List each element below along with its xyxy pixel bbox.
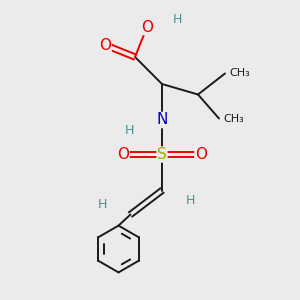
- Text: CH₃: CH₃: [230, 68, 250, 79]
- Text: O: O: [117, 147, 129, 162]
- Text: N: N: [156, 112, 168, 128]
- Text: O: O: [99, 38, 111, 52]
- Text: H: H: [97, 197, 107, 211]
- Text: H: H: [186, 194, 195, 208]
- Text: CH₃: CH₃: [224, 113, 244, 124]
- Text: O: O: [195, 147, 207, 162]
- Text: O: O: [141, 20, 153, 34]
- Text: H: H: [172, 13, 182, 26]
- Text: H: H: [124, 124, 134, 137]
- Text: S: S: [157, 147, 167, 162]
